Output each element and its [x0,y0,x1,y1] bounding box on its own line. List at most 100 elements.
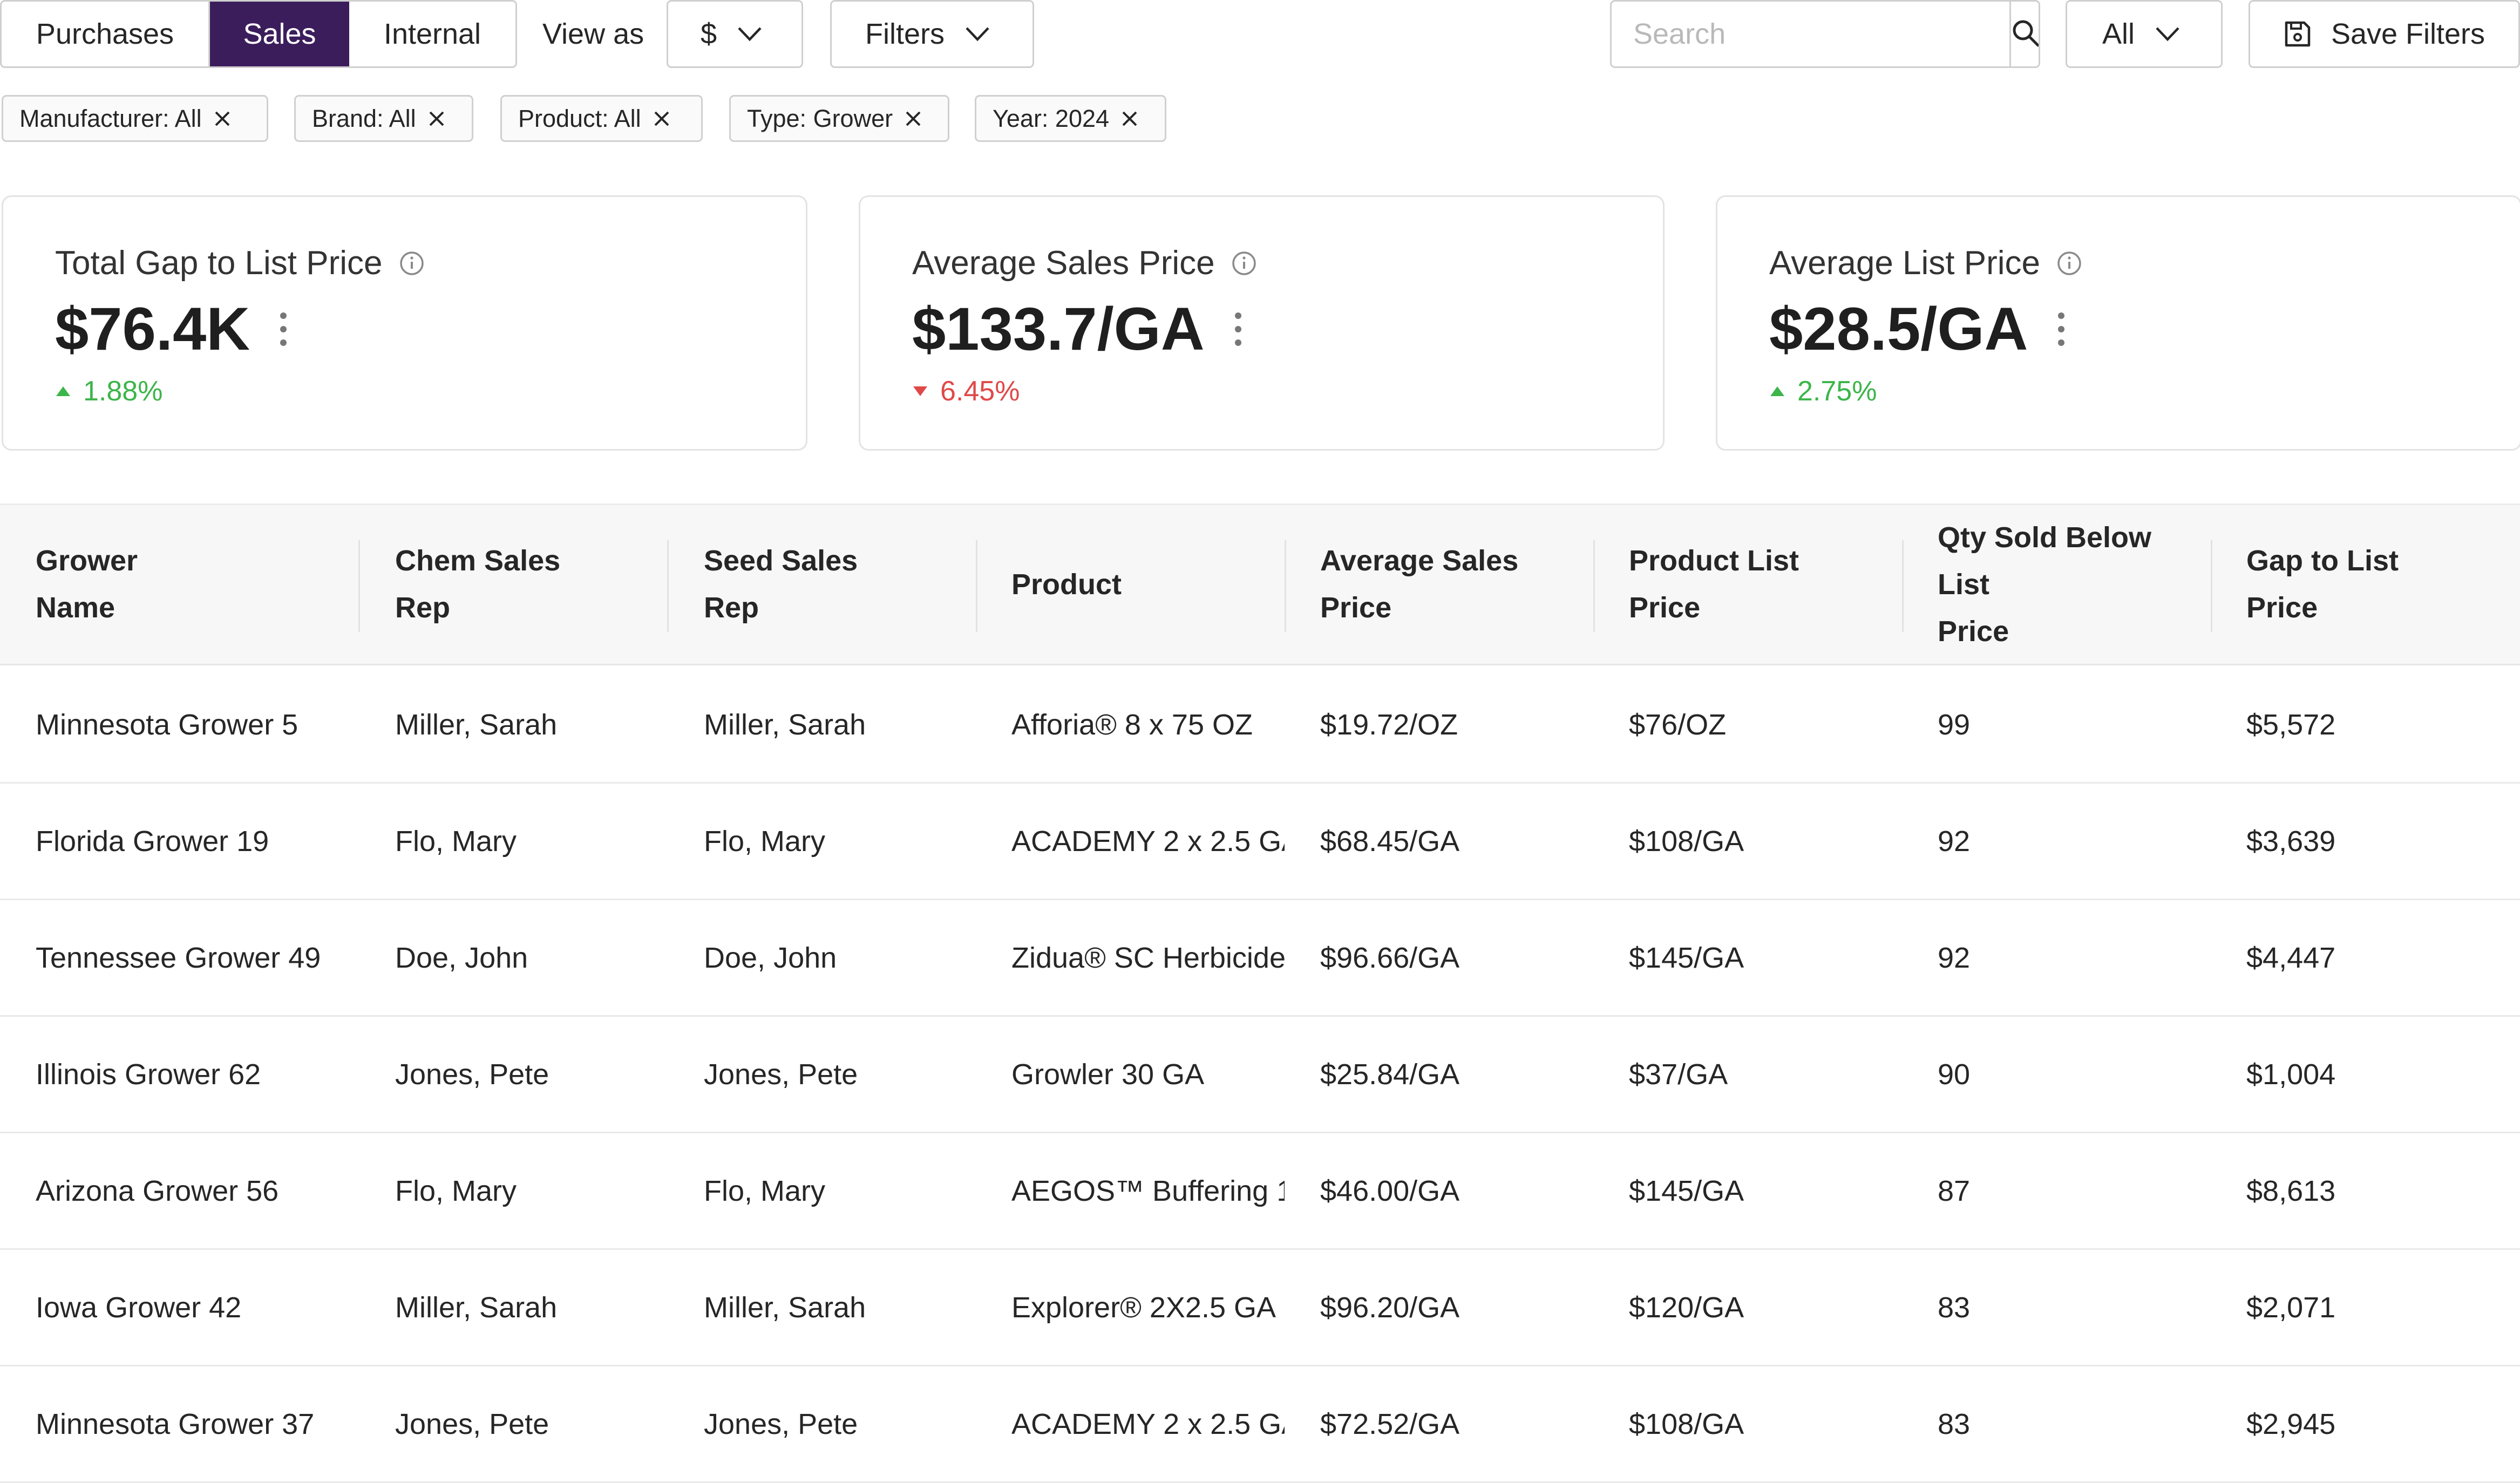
cell-average-sales-price: $25.84/GA [1320,1058,1460,1091]
view-as-label: View as [542,18,644,50]
kpi-value-text: $76.4K [55,295,250,363]
tab-internal[interactable]: Internal [383,18,481,50]
cell-gap-to-list-price: $4,447 [2246,941,2336,974]
cell-average-sales-price: $96.20/GA [1320,1291,1460,1324]
cell-chem-sales-rep: Doe, John [395,941,528,974]
header-line: Product List [1629,545,1799,577]
cell-product-list-price: $108/GA [1629,1407,1744,1440]
cell-chem-sales-rep: Miller, Sarah [395,1291,558,1324]
info-icon[interactable] [399,250,425,276]
cell-product: Growler 30 GA [1011,1058,1205,1091]
cell-seed-sales-rep: Jones, Pete [704,1407,858,1440]
kpi-delta: 1.88% [55,375,162,407]
col-header-gap-to-list-price[interactable]: Gap to List Price [2211,505,2520,664]
cell-qty-sold-below-list-price: 92 [1938,941,1971,974]
kpi-card-avg-list-price: Average List Price $28.5/GA 2.75% [1716,195,2520,451]
column-divider[interactable] [1902,540,1904,632]
info-icon[interactable] [1231,250,1257,276]
chip-label: Product: All [518,104,641,132]
filters-dropdown[interactable]: Filters [830,0,1034,68]
kpi-title: Average Sales Price [912,244,1257,282]
cell-product-list-price: $76/OZ [1629,708,1727,741]
table-row[interactable]: Minnesota Grower 5 Miller, Sarah Miller, S… [0,667,2520,784]
cell-qty-sold-below-list-price: 99 [1938,708,1971,741]
header-line: Rep [395,591,451,624]
header-line: Price [1938,615,2009,648]
table-row[interactable]: Florida Grower 19 Flo, Mary Flo, Mary ACADE… [0,784,2520,900]
save-filters-label: Save Filters [2331,18,2485,50]
info-icon[interactable] [2056,250,2082,276]
cell-qty-sold-below-list-price: 92 [1938,825,1971,858]
cell-average-sales-price: $46.00/GA [1320,1174,1460,1207]
cell-qty-sold-below-list-price: 87 [1938,1174,1971,1207]
table-row[interactable]: Minnesota Grower 37 Jones, Pete Jones, Pet… [0,1366,2520,1483]
column-divider[interactable] [358,540,360,632]
header-line: Price [1320,591,1392,624]
cell-average-sales-price: $96.66/GA [1320,941,1460,974]
column-divider[interactable] [976,540,977,632]
more-options-icon[interactable] [280,310,287,348]
cell-grower-name: Illinois Grower 62 [36,1058,261,1091]
close-icon[interactable] [653,110,670,127]
chip-year: Year: 2024 [975,95,1166,142]
cell-seed-sales-rep: Miller, Sarah [704,1291,866,1324]
col-header-seed-sales-rep[interactable]: Seed Sales Rep [668,505,977,664]
kpi-delta-text: 2.75% [1797,376,1877,407]
tab-switcher: Purchases Sales Internal [0,0,517,68]
search-input[interactable] [1612,2,2009,66]
header-line: Chem Sales [395,545,561,577]
triangle-down-icon [912,385,928,397]
col-header-grower-name[interactable]: Grower Name [0,505,359,664]
header-line: Seed Sales [704,545,858,577]
kpi-title-text: Average Sales Price [912,244,1215,282]
col-header-product[interactable]: Product [976,505,1285,664]
cell-qty-sold-below-list-price: 90 [1938,1058,1971,1091]
cell-gap-to-list-price: $3,639 [2246,825,2336,858]
col-header-product-list-price[interactable]: Product List Price [1593,505,1902,664]
more-options-icon[interactable] [2057,310,2065,348]
kpi-title: Total Gap to List Price [55,244,425,282]
cell-grower-name: Tennessee Grower 49 [36,941,321,974]
column-divider[interactable] [1593,540,1595,632]
column-divider[interactable] [667,540,669,632]
tab-purchases[interactable]: Purchases [2,2,210,66]
scope-dropdown[interactable]: All [2066,0,2223,68]
table-row[interactable]: Illinois Grower 62 Jones, Pete Jones, Pete… [0,1017,2520,1133]
cell-product-list-price: $120/GA [1629,1291,1744,1324]
table-row[interactable]: Tennessee Grower 49 Doe, John Doe, John Zid… [0,900,2520,1017]
save-icon [2284,20,2312,48]
chip-type: Type: Grower [729,95,949,142]
kpi-value: $28.5/GA [1769,294,2065,364]
close-icon[interactable] [428,110,445,127]
chevron-down-icon [965,26,990,42]
cell-grower-name: Minnesota Grower 5 [36,708,298,741]
close-icon[interactable] [905,110,922,127]
cell-grower-name: Minnesota Grower 37 [36,1407,315,1440]
cell-grower-name: Arizona Grower 56 [36,1174,279,1207]
cell-gap-to-list-price: $2,071 [2246,1291,2336,1324]
cell-seed-sales-rep: Miller, Sarah [704,708,866,741]
col-header-chem-sales-rep[interactable]: Chem Sales Rep [359,505,668,664]
save-filters-button[interactable]: Save Filters [2249,0,2520,68]
col-header-qty-sold-below-list-price[interactable]: Qty Sold Below List Price [1902,505,2211,664]
close-icon[interactable] [1121,110,1138,127]
column-divider[interactable] [1285,540,1286,632]
more-options-icon[interactable] [1234,310,1242,348]
kpi-title: Average List Price [1769,244,2082,282]
column-divider[interactable] [2211,540,2212,632]
cell-gap-to-list-price: $8,613 [2246,1174,2336,1207]
tab-sales[interactable]: Sales [210,2,349,66]
col-header-average-sales-price[interactable]: Average Sales Price [1285,505,1593,664]
header-line: Price [1629,591,1701,624]
cell-chem-sales-rep: Flo, Mary [395,1174,517,1207]
view-as-dropdown[interactable]: $ [667,0,803,68]
cell-product: ACADEMY 2 x 2.5 GA [1011,1407,1285,1440]
cell-gap-to-list-price: $5,572 [2246,708,2336,741]
table-row[interactable]: Iowa Grower 42 Miller, Sarah Miller, Sarah… [0,1250,2520,1366]
kpi-value-text: $133.7/GA [912,295,1205,363]
table-row[interactable]: Arizona Grower 56 Flo, Mary Flo, Mary AEGOS… [0,1133,2520,1250]
header-line: Price [2246,591,2318,624]
scope-value: All [2102,18,2135,50]
search-button[interactable] [2009,2,2039,66]
close-icon[interactable] [214,110,231,127]
